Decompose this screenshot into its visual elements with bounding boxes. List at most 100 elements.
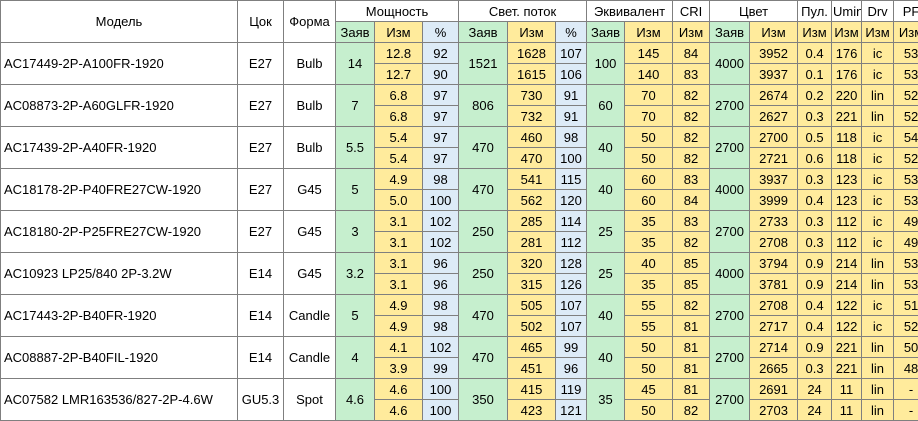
table-row: AC17439-2P-A40FR-1920 E27 Bulb 5.5 5.4 97 470 4… xyxy=(0,126,918,169)
cell-flux-measured: 451 xyxy=(507,357,557,379)
cell-shape: Bulb xyxy=(283,42,336,85)
cell-color-claimed: 2700 xyxy=(709,294,751,337)
cell-umin-measured: 221 xyxy=(831,105,863,127)
cell-flux-measured: 562 xyxy=(507,189,557,211)
cell-flux-percent: 100 xyxy=(555,147,588,169)
cell-flux-claimed: 470 xyxy=(458,294,509,337)
cell-color-measured: 2708 xyxy=(749,294,799,316)
cell-equiv-measured: 55 xyxy=(624,294,674,316)
cell-flux-percent: 99 xyxy=(555,336,588,358)
cell-shape: G45 xyxy=(283,168,336,211)
cell-power-measured: 5.4 xyxy=(374,147,423,169)
cell-power-claimed: 5 xyxy=(335,168,375,211)
cell-power-measured: 4.9 xyxy=(374,315,423,337)
header-umin: Umin xyxy=(831,0,863,22)
cell-equiv-measured: 140 xyxy=(624,63,674,85)
table-row: 6.8 97 732 91 70 82 2627 0.3 221 lin 52 xyxy=(1,105,918,127)
cell-flux-percent: 98 xyxy=(555,126,588,148)
cell-drv-measured: lin xyxy=(861,399,895,421)
cell-cri-measured: 83 xyxy=(672,168,711,190)
cell-drv-measured: ic xyxy=(861,210,895,232)
cell-pf-measured: 52 xyxy=(893,147,918,169)
subheader-equiv-measured: Изм xyxy=(624,21,674,43)
cell-power-percent: 97 xyxy=(421,105,460,127)
cell-flux-percent: 114 xyxy=(555,210,588,232)
cell-power-measured: 3.1 xyxy=(374,231,423,253)
cell-ripple-measured: 0.6 xyxy=(797,147,833,169)
cell-equiv-claimed: 35 xyxy=(586,378,626,421)
cell-drv-measured: ic xyxy=(861,294,895,316)
cell-ripple-measured: 0.4 xyxy=(797,294,833,316)
cell-pf-measured: 53 xyxy=(893,42,918,64)
cell-model: AC17443-2P-B40FR-1920 xyxy=(0,294,238,337)
cell-power-measured: 4.9 xyxy=(374,168,423,190)
cell-equiv-claimed: 100 xyxy=(586,42,626,85)
cell-shape: Spot xyxy=(283,378,336,421)
cell-base: E14 xyxy=(237,336,284,379)
cell-pf-measured: 48 xyxy=(893,357,918,379)
table-row: AC18180-2P-P25FRE27CW-1920 E27 G45 3 3.1 102 2… xyxy=(0,210,918,253)
cell-ripple-measured: 0.2 xyxy=(797,84,833,106)
cell-ripple-measured: 0.4 xyxy=(797,42,833,64)
cell-power-claimed: 7 xyxy=(335,84,375,127)
cell-cri-measured: 85 xyxy=(672,273,711,295)
cell-pf-measured: 49 xyxy=(893,231,918,253)
cell-pf-measured: 51 xyxy=(893,294,918,316)
table-row: 12.7 90 1615 106 140 83 3937 0.1 176 ic 53 xyxy=(1,63,918,85)
cell-power-percent: 96 xyxy=(421,273,460,295)
subheader-power-percent: % xyxy=(421,21,460,43)
header-row-2: Заяв Изм % Заяв Изм % Заяв Изм Изм Заяв … xyxy=(1,21,918,43)
cell-drv-measured: ic xyxy=(861,42,895,64)
cell-power-measured: 4.6 xyxy=(374,378,423,400)
cell-power-percent: 98 xyxy=(421,168,460,190)
cell-drv-measured: lin xyxy=(861,84,895,106)
cell-ripple-measured: 0.3 xyxy=(797,231,833,253)
cell-flux-percent: 106 xyxy=(555,63,588,85)
cell-flux-measured: 423 xyxy=(507,399,557,421)
cell-flux-measured: 732 xyxy=(507,105,557,127)
cell-flux-measured: 281 xyxy=(507,231,557,253)
cell-ripple-measured: 0.3 xyxy=(797,357,833,379)
cell-color-measured: 3937 xyxy=(749,63,799,85)
subheader-drv-measured: Изм xyxy=(861,21,895,43)
table-row: 3.1 96 315 126 35 85 3781 0.9 214 lin 53 xyxy=(1,273,918,295)
cell-color-claimed: 2700 xyxy=(709,336,751,379)
cell-power-measured: 4.9 xyxy=(374,294,423,316)
cell-power-percent: 92 xyxy=(421,42,460,64)
cell-drv-measured: ic xyxy=(861,168,895,190)
cell-equiv-claimed: 40 xyxy=(586,294,626,337)
subheader-ripple-measured: Изм xyxy=(797,21,833,43)
cell-power-measured: 4.1 xyxy=(374,336,423,358)
subheader-pf-measured: Изм xyxy=(893,21,918,43)
table-row: 4.9 98 502 107 55 81 2717 0.4 122 ic 52 xyxy=(1,315,918,337)
cell-equiv-measured: 60 xyxy=(624,189,674,211)
cell-base: E27 xyxy=(237,84,284,127)
table-row: 3.1 102 281 112 35 82 2708 0.3 112 ic 49 xyxy=(1,231,918,253)
cell-color-measured: 3999 xyxy=(749,189,799,211)
cell-equiv-measured: 50 xyxy=(624,147,674,169)
cell-ripple-measured: 0.3 xyxy=(797,105,833,127)
cell-pf-measured: 53 xyxy=(893,273,918,295)
cell-color-measured: 3952 xyxy=(749,42,799,64)
cell-color-measured: 2691 xyxy=(749,378,799,400)
cell-cri-measured: 82 xyxy=(672,231,711,253)
cell-cri-measured: 81 xyxy=(672,357,711,379)
cell-equiv-claimed: 40 xyxy=(586,336,626,379)
cell-ripple-measured: 0.9 xyxy=(797,252,833,274)
cell-power-percent: 102 xyxy=(421,231,460,253)
cell-flux-percent: 112 xyxy=(555,231,588,253)
subheader-color-claimed: Заяв xyxy=(709,21,751,43)
cell-equiv-claimed: 25 xyxy=(586,252,626,295)
cell-color-measured: 2708 xyxy=(749,231,799,253)
cell-umin-measured: 176 xyxy=(831,63,863,85)
cell-drv-measured: ic xyxy=(861,231,895,253)
cell-pf-measured: 54 xyxy=(893,126,918,148)
cell-umin-measured: 122 xyxy=(831,294,863,316)
cell-flux-measured: 460 xyxy=(507,126,557,148)
cell-color-measured: 3794 xyxy=(749,252,799,274)
cell-power-claimed: 5.5 xyxy=(335,126,375,169)
header-drv: Drv xyxy=(861,0,895,22)
cell-equiv-measured: 50 xyxy=(624,126,674,148)
cell-cri-measured: 82 xyxy=(672,84,711,106)
